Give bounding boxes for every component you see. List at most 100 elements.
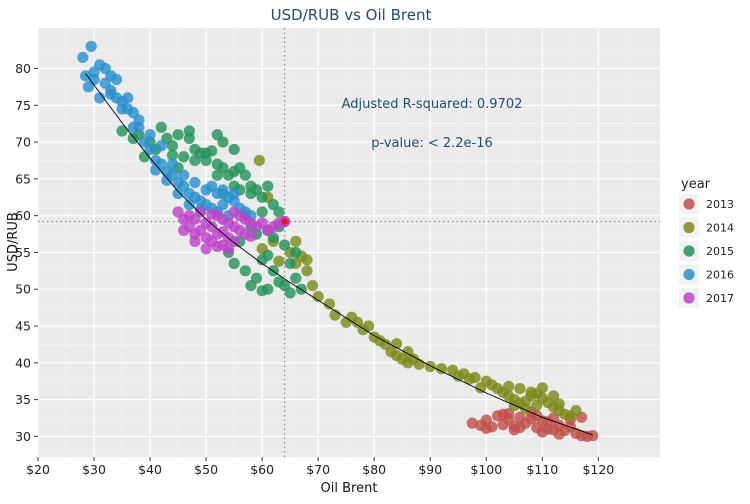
data-point bbox=[222, 243, 235, 255]
minor-gridlines bbox=[38, 28, 660, 457]
regression-line bbox=[85, 73, 593, 436]
data-point bbox=[284, 257, 296, 270]
data-point bbox=[256, 285, 268, 297]
data-point bbox=[239, 213, 251, 225]
data-point bbox=[183, 125, 195, 137]
data-point bbox=[306, 279, 319, 292]
data-point bbox=[407, 353, 420, 365]
x-tick-label: $110 bbox=[526, 462, 558, 477]
data-point bbox=[256, 191, 268, 203]
y-tick-label: 40 bbox=[15, 355, 31, 370]
x-tick-label: $30 bbox=[82, 462, 106, 477]
data-point bbox=[99, 62, 111, 75]
legend-key-2015 bbox=[683, 245, 695, 257]
data-point bbox=[200, 147, 212, 159]
data-point bbox=[514, 382, 526, 395]
data-point bbox=[228, 206, 240, 218]
data-point bbox=[284, 287, 296, 299]
legend-key-2017 bbox=[683, 292, 695, 304]
data-point bbox=[239, 265, 251, 277]
highlight-point-inner bbox=[281, 218, 288, 225]
data-point bbox=[228, 165, 240, 178]
data-point bbox=[105, 88, 117, 100]
y-tick-label: 75 bbox=[15, 98, 31, 113]
data-point bbox=[166, 149, 179, 161]
data-point bbox=[480, 422, 492, 434]
data-point bbox=[435, 363, 448, 375]
data-point bbox=[172, 187, 184, 200]
data-point bbox=[161, 174, 173, 186]
data-point bbox=[144, 129, 156, 141]
data-point bbox=[172, 129, 184, 141]
x-tick-label: $100 bbox=[470, 462, 502, 477]
data-point bbox=[77, 51, 89, 64]
data-point bbox=[301, 254, 313, 266]
data-point bbox=[189, 176, 201, 189]
data-point bbox=[217, 184, 229, 196]
legend-label-2017: 2017 bbox=[706, 292, 734, 305]
data-point bbox=[273, 206, 285, 218]
y-tick-label: 35 bbox=[15, 392, 31, 407]
data-point bbox=[183, 199, 195, 211]
x-tick-label: $60 bbox=[250, 462, 274, 477]
data-point bbox=[262, 249, 274, 261]
data-point bbox=[452, 370, 464, 382]
data-point bbox=[206, 221, 218, 233]
data-point bbox=[531, 410, 543, 422]
chart-title: USD/RUB vs Oil Brent bbox=[271, 6, 432, 24]
data-point bbox=[211, 169, 223, 181]
x-tick-label: $70 bbox=[306, 462, 330, 477]
p-value-annotation: p-value: < 2.2e-16 bbox=[371, 136, 493, 151]
x-tick-label: $50 bbox=[194, 462, 218, 477]
data-point bbox=[301, 265, 313, 277]
data-point bbox=[542, 416, 554, 428]
y-tick-label: 50 bbox=[15, 282, 31, 297]
data-point bbox=[228, 143, 240, 156]
plot-panel bbox=[38, 28, 660, 457]
y-axis-ticks: 30 35 40 45 50 55 60 65 70 75 80 bbox=[15, 61, 38, 444]
data-points bbox=[77, 40, 599, 442]
legend-items: 2013 2014 2015 2016 2017 bbox=[679, 194, 734, 308]
data-point bbox=[547, 424, 560, 436]
legend-key-2014 bbox=[683, 221, 695, 234]
data-point bbox=[290, 246, 302, 259]
legend-key-2016 bbox=[683, 268, 695, 281]
x-tick-label: $20 bbox=[26, 462, 50, 477]
legend-label-2016: 2016 bbox=[706, 269, 734, 282]
data-point bbox=[228, 221, 240, 233]
data-point bbox=[363, 320, 375, 332]
data-point bbox=[127, 121, 139, 133]
data-point bbox=[531, 399, 543, 412]
r-squared-annotation: Adjusted R-squared: 0.9702 bbox=[342, 97, 523, 112]
data-point bbox=[262, 180, 274, 192]
data-point bbox=[178, 169, 190, 181]
legend-label-2013: 2013 bbox=[706, 198, 734, 211]
y-tick-label: 65 bbox=[15, 171, 31, 186]
y-tick-label: 80 bbox=[15, 61, 31, 76]
data-point bbox=[424, 360, 436, 373]
data-point bbox=[206, 180, 218, 192]
y-tick-label: 60 bbox=[15, 208, 31, 223]
data-point bbox=[536, 426, 548, 438]
data-point bbox=[587, 430, 599, 442]
data-point bbox=[245, 187, 257, 200]
data-point bbox=[503, 380, 515, 392]
legend-label-2014: 2014 bbox=[706, 222, 734, 235]
y-tick-label: 30 bbox=[15, 429, 31, 444]
data-point bbox=[536, 382, 548, 394]
data-point bbox=[475, 382, 487, 394]
series-2014 bbox=[253, 154, 582, 422]
data-point bbox=[122, 92, 134, 104]
y-tick-label: 70 bbox=[15, 135, 31, 150]
data-point bbox=[150, 164, 162, 176]
data-point bbox=[553, 398, 565, 410]
data-point bbox=[245, 279, 257, 292]
data-point bbox=[166, 158, 179, 170]
data-point bbox=[155, 121, 167, 133]
data-point bbox=[178, 151, 190, 163]
data-point bbox=[253, 154, 265, 167]
data-point bbox=[312, 290, 324, 303]
data-point bbox=[217, 136, 229, 148]
